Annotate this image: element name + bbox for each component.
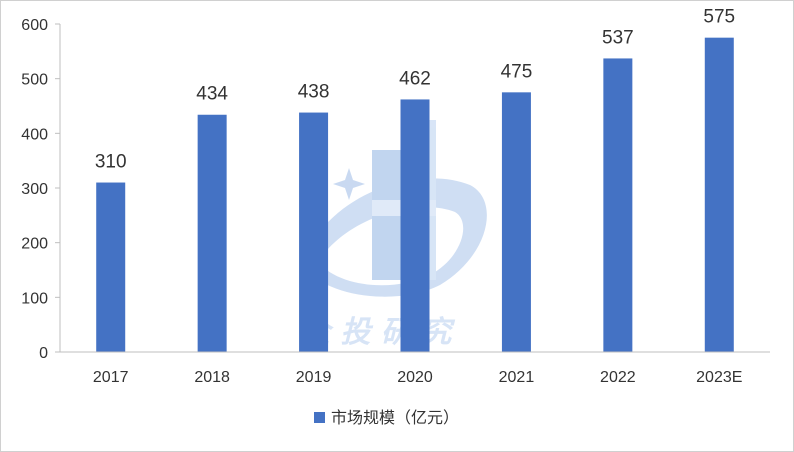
x-axis-ticks: 2017 2018 2019 2020 2021 2022 2023E — [93, 369, 743, 386]
watermark-sparkle — [333, 168, 365, 200]
data-label-2022: 537 — [602, 27, 634, 48]
data-label-2019: 438 — [298, 82, 330, 103]
bars-layer — [96, 37, 734, 353]
x-tick-label: 2020 — [397, 369, 433, 386]
bar-2021 — [501, 92, 531, 352]
data-labels-layer: 310 434 438 462 475 537 575 — [95, 7, 735, 173]
data-label-2021: 475 — [501, 61, 533, 82]
y-tick-label: 300 — [21, 181, 48, 198]
y-tick-label: 100 — [21, 290, 48, 307]
bar-2018 — [197, 114, 227, 352]
x-tick-label: 2018 — [194, 369, 230, 386]
y-tick-label: 600 — [21, 17, 48, 34]
legend: 市场规模（亿元） — [314, 408, 459, 427]
data-label-2023E: 575 — [703, 7, 735, 28]
bar-2020 — [400, 99, 430, 352]
y-tick-label: 500 — [21, 72, 48, 89]
y-tick-label: 400 — [21, 126, 48, 143]
x-tick-label: 2017 — [93, 369, 129, 386]
bar-2017 — [96, 182, 126, 352]
bar-2019 — [299, 112, 329, 352]
x-tick-label: 2022 — [600, 369, 636, 386]
x-tick-label: 2021 — [499, 369, 535, 386]
data-label-2020: 462 — [399, 68, 431, 89]
bar-2022 — [603, 58, 633, 352]
y-tick-label: 200 — [21, 236, 48, 253]
y-tick-label: 0 — [39, 345, 48, 362]
watermark-swoosh — [300, 178, 487, 297]
bar-2023E — [704, 37, 734, 353]
y-axis-ticks: 0 100 200 300 400 500 600 — [21, 17, 60, 362]
data-label-2017: 310 — [95, 152, 127, 173]
legend-label: 市场规模（亿元） — [331, 408, 459, 427]
x-tick-label: 2023E — [696, 369, 742, 386]
x-tick-label: 2019 — [296, 369, 332, 386]
data-label-2018: 434 — [196, 84, 228, 105]
legend-swatch — [314, 412, 325, 423]
